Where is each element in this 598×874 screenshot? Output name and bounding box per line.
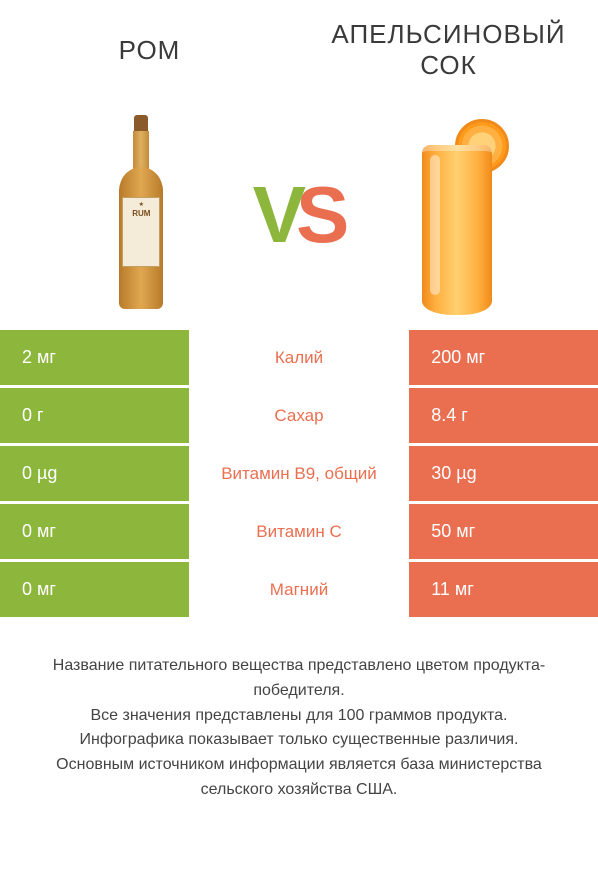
footer-note: Название питательного вещества представл… <box>0 620 598 803</box>
vs-v: V <box>253 169 302 261</box>
cell-nutrient-name: Магний <box>189 562 409 620</box>
cell-left-value: 0 мг <box>0 562 189 620</box>
bottle-label-star: ★ <box>123 202 159 209</box>
cell-left-value: 0 µg <box>0 446 189 504</box>
vs-s: S <box>296 169 345 261</box>
cell-nutrient-name: Витамин B9, общий <box>189 446 409 504</box>
header: РОМ АПЕЛЬСИНОВЫЙ СОК <box>0 0 598 100</box>
cell-right-value: 8.4 г <box>409 388 598 446</box>
table-row: 2 мгКалий200 мг <box>0 330 598 388</box>
table-row: 0 мгМагний11 мг <box>0 562 598 620</box>
vs-label: VS <box>253 169 346 261</box>
cell-right-value: 50 мг <box>409 504 598 562</box>
cell-left-value: 0 мг <box>0 504 189 562</box>
nutrient-table: 2 мгКалий200 мг0 гСахар8.4 г0 µgВитамин … <box>0 330 598 620</box>
cell-right-value: 30 µg <box>409 446 598 504</box>
bottle-label-text: RUM <box>123 209 159 219</box>
footer-line: Основным источником информации является … <box>28 753 570 803</box>
table-row: 0 мгВитамин C50 мг <box>0 504 598 562</box>
footer-line: Все значения представлены для 100 граммо… <box>28 704 570 729</box>
cell-left-value: 2 мг <box>0 330 189 388</box>
table-row: 0 гСахар8.4 г <box>0 388 598 446</box>
right-product-image <box>345 100 568 330</box>
title-left: РОМ <box>0 35 299 66</box>
cell-right-value: 11 мг <box>409 562 598 620</box>
cell-nutrient-name: Сахар <box>189 388 409 446</box>
image-row: ★ RUM VS <box>0 100 598 330</box>
rum-bottle-icon: ★ RUM <box>116 115 166 315</box>
cell-right-value: 200 мг <box>409 330 598 388</box>
left-product-image: ★ RUM <box>30 100 253 330</box>
orange-juice-icon <box>397 115 517 315</box>
footer-line: Инфографика показывает только существенн… <box>28 728 570 753</box>
footer-line: Название питательного вещества представл… <box>28 654 570 704</box>
cell-nutrient-name: Витамин C <box>189 504 409 562</box>
cell-left-value: 0 г <box>0 388 189 446</box>
title-right: АПЕЛЬСИНОВЫЙ СОК <box>299 19 598 81</box>
cell-nutrient-name: Калий <box>189 330 409 388</box>
table-row: 0 µgВитамин B9, общий30 µg <box>0 446 598 504</box>
